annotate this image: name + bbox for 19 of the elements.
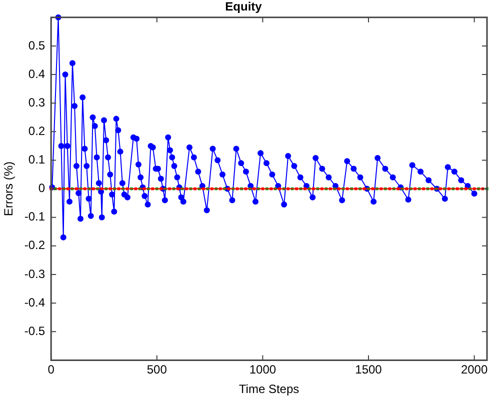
- y-tick-label: 0.3: [28, 95, 46, 110]
- chart-title: Equity: [225, 0, 262, 14]
- y-tick-label: -0.4: [24, 295, 46, 310]
- x-axis-title: Time Steps: [238, 382, 300, 396]
- y-tick-label: 0.4: [28, 66, 46, 81]
- x-tick-label: 1500: [355, 362, 382, 377]
- y-tick-label: -0.2: [24, 238, 46, 252]
- y-tick-label: 0.2: [28, 124, 46, 138]
- y-tick-label: -0.5: [24, 324, 46, 338]
- x-tick-label: 1000: [249, 362, 276, 377]
- y-tick-label: -0.3: [24, 266, 46, 281]
- y-axis-title: Errors (%): [2, 161, 16, 216]
- x-tick-label: 0: [48, 362, 55, 377]
- y-tick-label: -0.1: [24, 210, 46, 224]
- y-tick-label: 0.5: [28, 38, 46, 52]
- y-tick-label: 0.1: [28, 152, 46, 167]
- y-tick-label: 0: [38, 181, 46, 196]
- x-tick-label: 2000: [460, 362, 488, 377]
- x-tick-label: 500: [146, 362, 168, 377]
